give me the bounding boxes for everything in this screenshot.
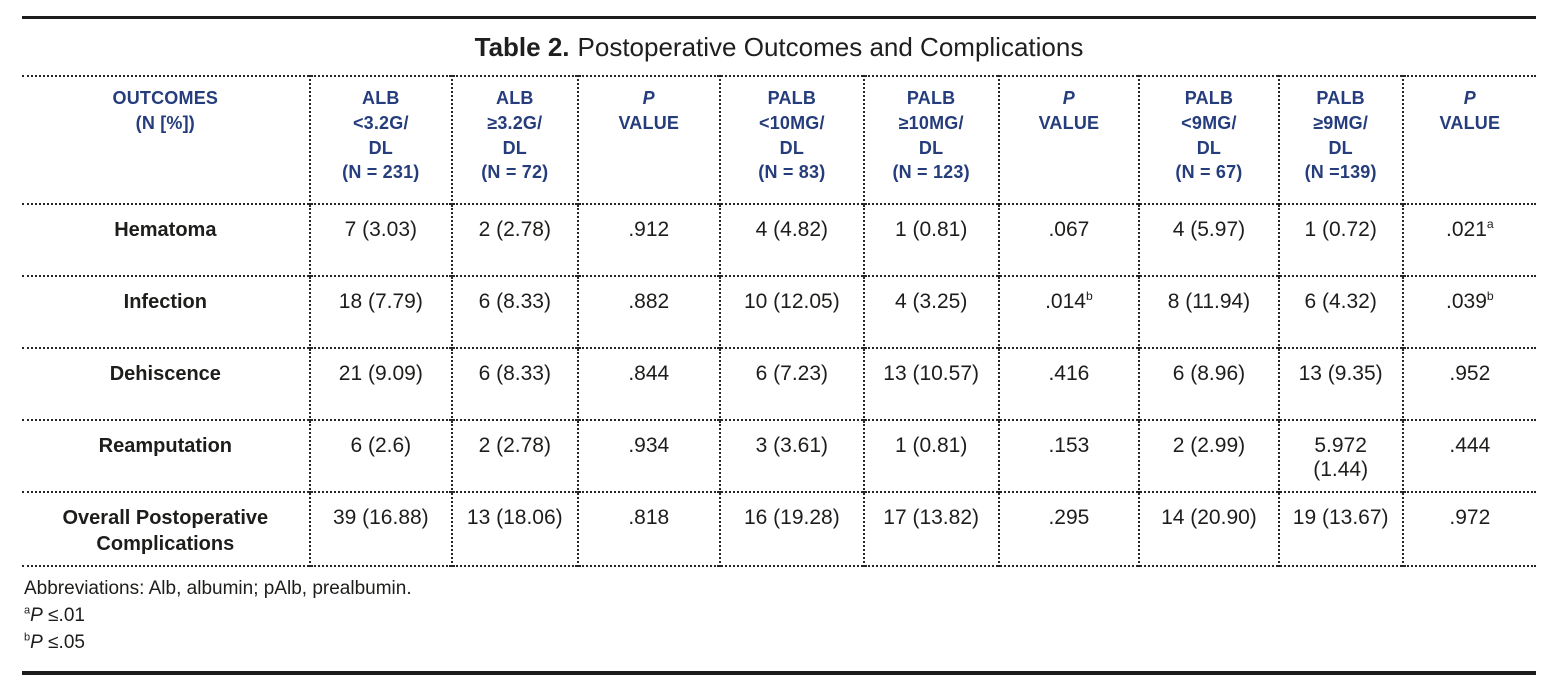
- data-cell: 8 (11.94): [1138, 275, 1279, 348]
- data-cell: 17 (13.82): [862, 491, 999, 566]
- data-cell: 18 (7.79): [308, 275, 452, 348]
- data-cell: 2 (2.78): [450, 203, 578, 276]
- data-cell: .295: [997, 491, 1140, 566]
- column-header-alb-low: ALB <3.2G/DL (N = 231): [308, 76, 452, 204]
- row-label: Infection: [22, 275, 310, 348]
- data-cell: 21 (9.09): [308, 347, 452, 420]
- data-cell: 1 (0.81): [862, 419, 999, 492]
- outcomes-table: OUTCOMES (N [%]) ALB <3.2G/DL (N = 231) ALB ≥3…: [22, 75, 1536, 567]
- data-cell: 7 (3.03): [308, 203, 452, 276]
- data-cell: .818: [576, 491, 720, 566]
- footnote-b-marker: b: [24, 631, 31, 644]
- table-row: Dehiscence 21 (9.09) 6 (8.33) .844 6 (7.23) 1…: [22, 347, 1536, 420]
- table-header: OUTCOMES (N [%]) ALB <3.2G/DL (N = 231) ALB ≥3…: [22, 76, 1536, 204]
- table2-document: Table 2. Postoperative Outcomes and Compl…: [22, 16, 1536, 675]
- data-cell: .153: [997, 419, 1140, 492]
- footnote-b-text: ≤.05: [42, 631, 85, 653]
- row-label: Hematoma: [22, 203, 310, 276]
- data-cell: 13 (9.35): [1277, 347, 1403, 420]
- data-cell: 13 (18.06): [450, 491, 578, 566]
- column-header-p-value-1: P VALUE: [576, 76, 720, 204]
- footnote-a: aP ≤.01: [24, 603, 1534, 630]
- abbreviations-note: Abbreviations: Alb, albumin; pAlb, preal…: [24, 578, 412, 599]
- footnote-a-marker: a: [24, 604, 31, 617]
- row-label: Reamputation: [22, 419, 310, 492]
- data-cell: 10 (12.05): [718, 275, 864, 348]
- column-header-palb10-low: PALB <10MG/DL (N = 83): [718, 76, 864, 204]
- table-caption: Postoperative Outcomes and Complications: [577, 32, 1084, 62]
- column-header-p-value-3: P VALUE: [1401, 76, 1536, 204]
- table-row: Reamputation 6 (2.6) 2 (2.78) .934 3 (3.61) 1…: [22, 419, 1536, 492]
- data-cell: .021a: [1401, 203, 1536, 276]
- data-cell: 5.972 (1.44): [1277, 419, 1403, 492]
- footnotes: Abbreviations: Alb, albumin; pAlb, preal…: [22, 567, 1536, 671]
- data-cell: 4 (3.25): [862, 275, 999, 348]
- data-cell: 6 (4.32): [1277, 275, 1403, 348]
- table-body: Hematoma 7 (3.03) 2 (2.78) .912 4 (4.82) 1 (0…: [22, 203, 1536, 566]
- significance-marker: a: [1486, 217, 1494, 231]
- footnote-b: bP ≤.05: [24, 630, 1534, 657]
- data-cell: .844: [576, 347, 720, 420]
- data-cell: 19 (13.67): [1277, 491, 1403, 566]
- data-cell: .972: [1401, 491, 1536, 566]
- data-cell: 4 (4.82): [718, 203, 864, 276]
- row-label: Overall Postoperative Complications: [22, 491, 310, 566]
- data-cell: .912: [576, 203, 720, 276]
- data-cell: 6 (8.33): [450, 347, 578, 420]
- data-cell: 1 (0.72): [1277, 203, 1403, 276]
- data-cell: .882: [576, 275, 720, 348]
- column-header-palb9-low: PALB <9MG/DL (N = 67): [1138, 76, 1279, 204]
- table-number: Table 2.: [474, 32, 570, 62]
- column-header-alb-high: ALB ≥3.2G/DL (N = 72): [450, 76, 578, 204]
- data-cell: 1 (0.81): [862, 203, 999, 276]
- data-cell: 2 (2.99): [1138, 419, 1279, 492]
- data-cell: 6 (7.23): [718, 347, 864, 420]
- data-cell: .067: [997, 203, 1140, 276]
- column-header-p-value-2: P VALUE: [997, 76, 1140, 204]
- data-cell: 6 (2.6): [308, 419, 452, 492]
- header-row: OUTCOMES (N [%]) ALB <3.2G/DL (N = 231) ALB ≥3…: [22, 76, 1536, 204]
- column-header-palb9-high: PALB ≥9MG/DL (N =139): [1277, 76, 1403, 204]
- data-cell: 13 (10.57): [862, 347, 999, 420]
- data-cell: .444: [1401, 419, 1536, 492]
- footnote-a-symbol: P: [30, 604, 43, 626]
- data-cell: 39 (16.88): [308, 491, 452, 566]
- data-cell: .416: [997, 347, 1140, 420]
- data-cell: .952: [1401, 347, 1536, 420]
- data-cell: 3 (3.61): [718, 419, 864, 492]
- table-title: Table 2. Postoperative Outcomes and Compl…: [22, 19, 1536, 75]
- data-cell: 6 (8.96): [1138, 347, 1279, 420]
- data-cell: 14 (20.90): [1138, 491, 1279, 566]
- significance-marker: b: [1085, 289, 1093, 303]
- footnote-b-symbol: P: [30, 631, 43, 653]
- column-header-palb10-high: PALB ≥10MG/DL (N = 123): [862, 76, 999, 204]
- data-cell: 6 (8.33): [450, 275, 578, 348]
- column-header-outcomes: OUTCOMES (N [%]): [112, 88, 219, 133]
- table-row: Overall Postoperative Complications 39 (1…: [22, 491, 1536, 566]
- data-cell: .014b: [997, 275, 1140, 348]
- table-row: Infection 18 (7.79) 6 (8.33) .882 10 (12.05)…: [22, 275, 1536, 348]
- data-cell: 4 (5.97): [1138, 203, 1279, 276]
- data-cell: .039b: [1401, 275, 1536, 348]
- significance-marker: b: [1486, 289, 1494, 303]
- footnote-a-text: ≤.01: [42, 604, 85, 626]
- row-label: Dehiscence: [22, 347, 310, 420]
- table-row: Hematoma 7 (3.03) 2 (2.78) .912 4 (4.82) 1 (0…: [22, 203, 1536, 276]
- data-cell: 2 (2.78): [450, 419, 578, 492]
- data-cell: .934: [576, 419, 720, 492]
- data-cell: 16 (19.28): [718, 491, 864, 566]
